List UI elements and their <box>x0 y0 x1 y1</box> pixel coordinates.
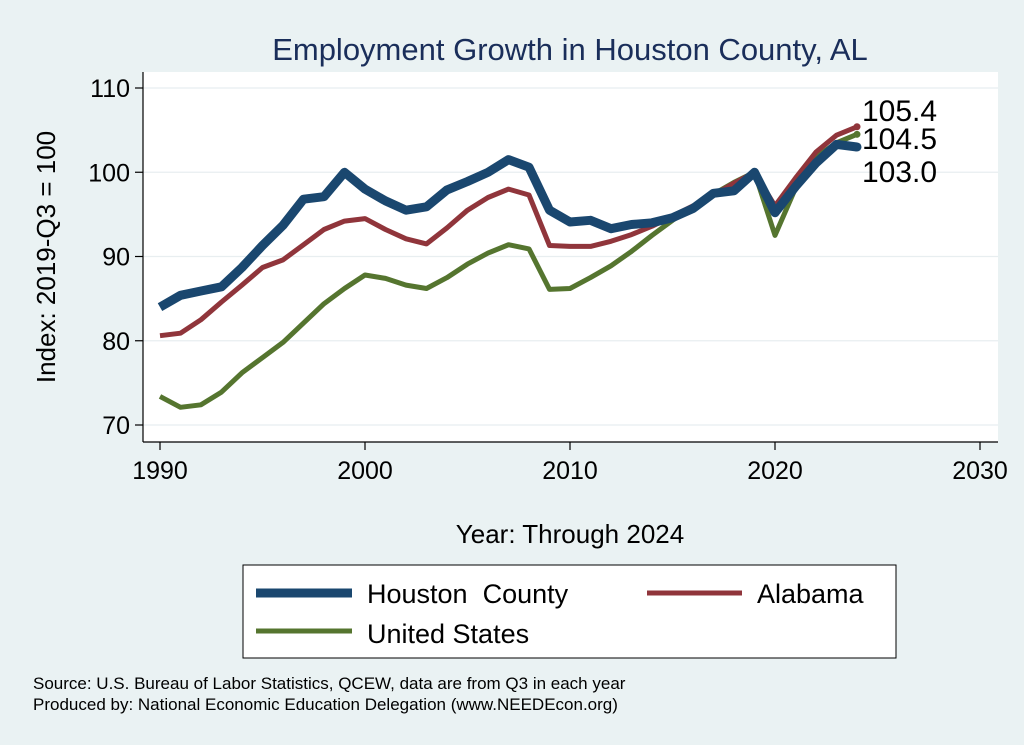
tick-label-y-80: 80 <box>102 328 130 356</box>
tick-label-x-2000: 2000 <box>337 457 393 485</box>
end-point-houston-county <box>852 142 862 152</box>
legend: Houston County Alabama United States <box>242 564 897 659</box>
series-lines <box>157 123 862 410</box>
legend-box <box>242 564 897 659</box>
tick-label-y-90: 90 <box>102 244 130 272</box>
end-label-houston-county: 103.0 <box>862 156 937 189</box>
legend-label-houston: Houston County <box>367 579 569 609</box>
tick-label-y-110: 110 <box>90 75 130 103</box>
tick-label-x-2030: 2030 <box>952 457 1008 485</box>
source-note: Source: U.S. Bureau of Labor Statistics,… <box>33 674 626 693</box>
end-label-alabama: 105.4 <box>862 95 937 128</box>
tick-label-x-1990: 1990 <box>132 457 188 485</box>
series-line-houston-county <box>157 139 858 312</box>
producer-note: Produced by: National Economic Education… <box>33 695 618 714</box>
legend-label-us: United States <box>367 619 529 649</box>
tick-label-y-100: 100 <box>88 159 130 187</box>
tick-label-x-2010: 2010 <box>542 457 598 485</box>
x-axis-title: Year: Through 2024 <box>456 519 684 549</box>
chart-title: Employment Growth in Houston County, AL <box>272 32 868 67</box>
end-label-united-states: 104.5 <box>862 123 937 156</box>
tick-label-x-2020: 2020 <box>747 457 803 485</box>
y-axis-title: Index: 2019-Q3 = 100 <box>31 131 61 383</box>
legend-label-alabama: Alabama <box>757 579 865 609</box>
end-point-united-states <box>853 130 861 138</box>
tick-label-y-70: 70 <box>102 412 130 440</box>
end-point-alabama <box>853 123 861 131</box>
axis-ticks: 70 80 90 100 110 1990 2000 2010 2020 2030 <box>88 75 1008 485</box>
